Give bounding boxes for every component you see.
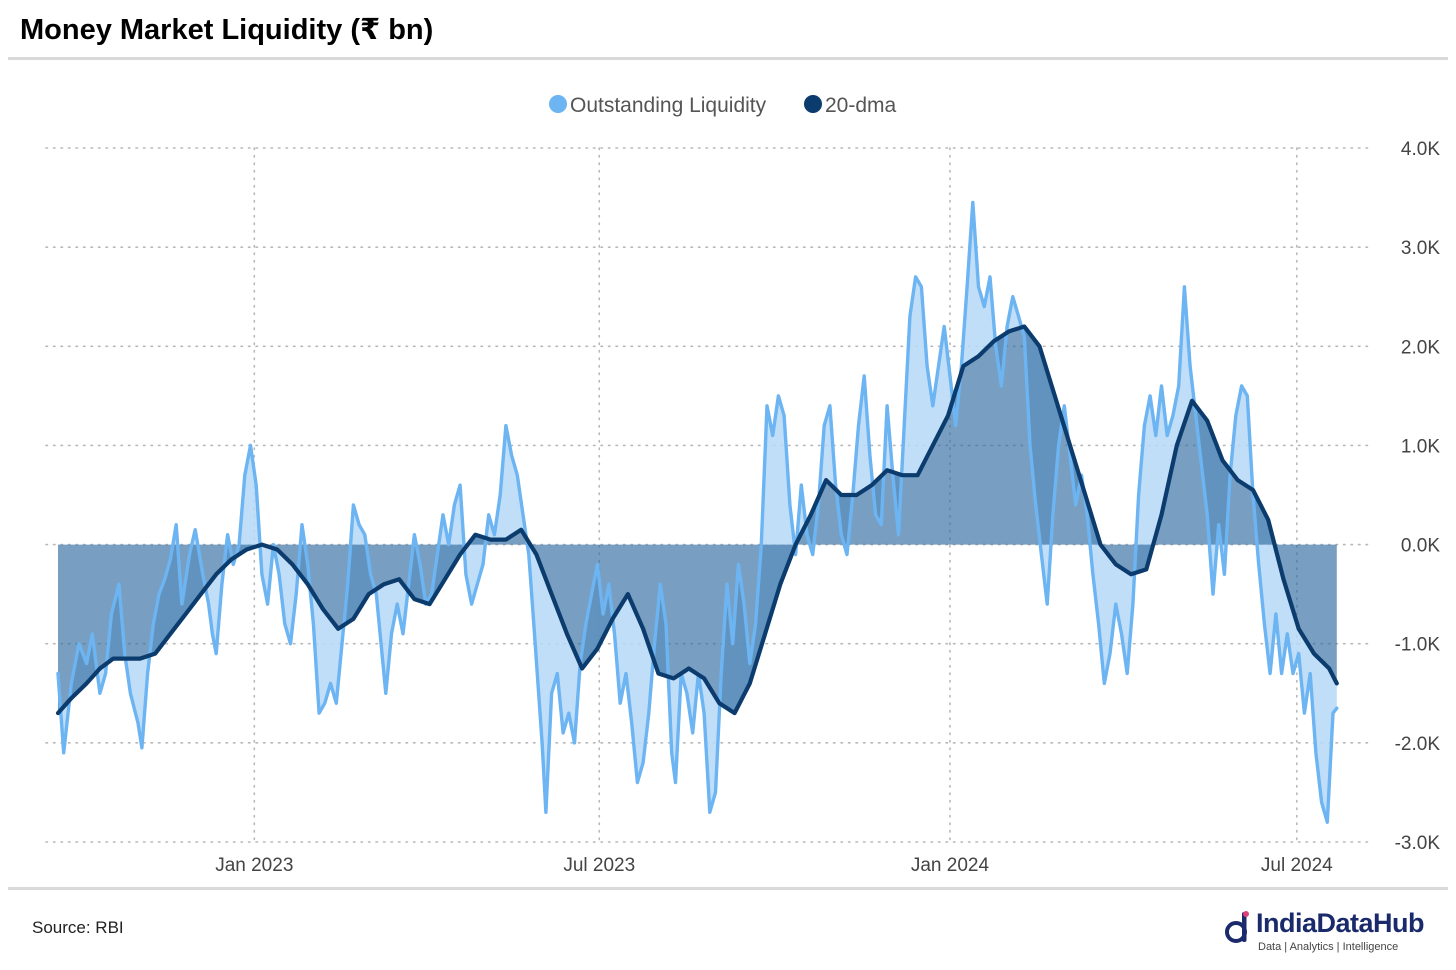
y-tick-label: 1.0K	[1401, 436, 1440, 457]
dma-line	[55, 324, 1339, 716]
area-fills	[58, 202, 1337, 823]
axis-labels: 4.0K 3.0K 2.0K 1.0K 0.0K -1.0K -2.0K -3.0K Jan 2…	[215, 139, 1440, 876]
series-lines	[55, 200, 1339, 824]
legend-label-dma: 20-dma	[825, 94, 897, 117]
x-tick-label: Jul 2023	[563, 855, 635, 876]
y-tick-label: 3.0K	[1401, 238, 1440, 259]
chart-title: Money Market Liquidity (₹ bn)	[20, 14, 434, 46]
y-tick-label: -3.0K	[1395, 833, 1441, 854]
brand-tagline: Data | Analytics | Intelligence	[1258, 941, 1399, 953]
y-tick-label: -2.0K	[1395, 734, 1441, 755]
title-divider	[8, 57, 1448, 60]
source-note: Source: RBI	[32, 918, 124, 937]
brand-mark-icon	[1225, 911, 1249, 943]
x-tick-label: Jul 2024	[1261, 855, 1333, 876]
dma-area	[58, 326, 1337, 714]
liquidity-chart: 4.0K 3.0K 2.0K 1.0K 0.0K -1.0K -2.0K -3.0K Jan 2…	[45, 94, 1440, 876]
brand-name: IndiaDataHub	[1256, 908, 1425, 938]
y-tick-label: 4.0K	[1401, 139, 1440, 160]
legend-marker-outstanding	[549, 95, 567, 113]
liquidity-dma-band	[58, 202, 1337, 823]
footer-divider	[8, 887, 1448, 890]
brand-logo: IndiaDataHub Data | Analytics | Intellig…	[1224, 908, 1444, 958]
x-tick-label: Jan 2024	[911, 855, 990, 876]
legend: Outstanding Liquidity 20-dma	[549, 94, 897, 117]
x-tick-label: Jan 2023	[215, 855, 293, 876]
legend-marker-dma	[804, 95, 822, 113]
y-tick-label: 0.0K	[1401, 536, 1440, 557]
y-tick-label: 2.0K	[1401, 337, 1440, 358]
legend-label-outstanding: Outstanding Liquidity	[570, 94, 767, 117]
outstanding-liquidity-line	[56, 200, 1339, 824]
y-tick-label: -1.0K	[1395, 635, 1441, 656]
